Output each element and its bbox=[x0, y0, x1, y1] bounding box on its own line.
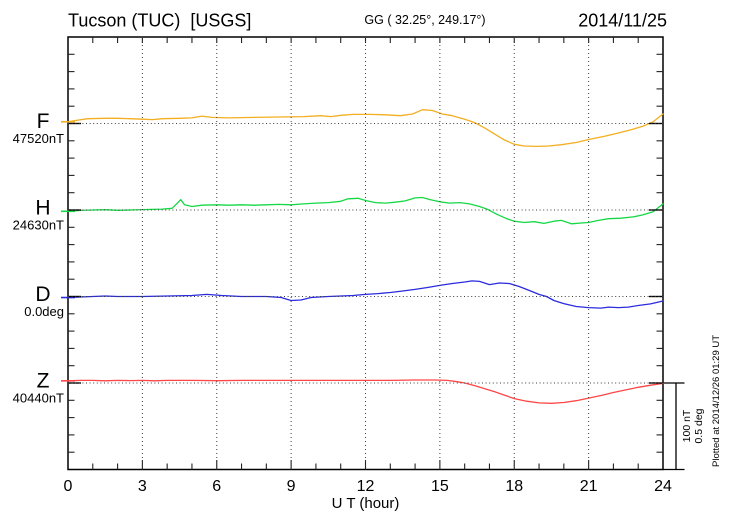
series-value-label-D: 0.0deg bbox=[24, 304, 64, 319]
x-tick-label-24: 24 bbox=[654, 478, 672, 495]
series-letter-F: F bbox=[37, 110, 50, 133]
series-letter-H: H bbox=[35, 197, 50, 220]
series-value-label-H: 24630nT bbox=[13, 218, 64, 233]
trace-F bbox=[67, 109, 664, 148]
x-tick-label-15: 15 bbox=[431, 478, 449, 495]
series-letter-D: D bbox=[35, 283, 50, 306]
trace-D bbox=[67, 280, 664, 309]
geographic-coords-label: GG ( 32.25°, 249.17°) bbox=[364, 13, 485, 27]
x-tick-label-3: 3 bbox=[138, 478, 147, 495]
scalebar-label-nt: 100 nT bbox=[681, 409, 693, 442]
date-label: 2014/11/25 bbox=[578, 11, 667, 31]
x-tick-label-21: 21 bbox=[580, 478, 598, 495]
series-value-label-F: 47520nT bbox=[13, 131, 64, 146]
x-tick-label-12: 12 bbox=[357, 478, 375, 495]
x-axis-title: U T (hour) bbox=[332, 495, 400, 512]
scalebar-label-deg: 0.5 deg bbox=[693, 408, 705, 443]
x-tick-label-18: 18 bbox=[505, 478, 523, 495]
series-value-label-Z: 40440nT bbox=[13, 391, 64, 406]
trace-Z bbox=[67, 379, 664, 404]
station-title: Tucson (TUC) [USGS] bbox=[68, 11, 251, 31]
series-letter-Z: Z bbox=[37, 370, 50, 393]
x-tick-label-0: 0 bbox=[64, 478, 73, 495]
trace-H bbox=[67, 196, 664, 225]
plotted-at-label: Plotted at 2014/12/26 01:29 UT bbox=[711, 335, 722, 467]
x-tick-label-9: 9 bbox=[287, 478, 296, 495]
x-tick-label-6: 6 bbox=[212, 478, 221, 495]
